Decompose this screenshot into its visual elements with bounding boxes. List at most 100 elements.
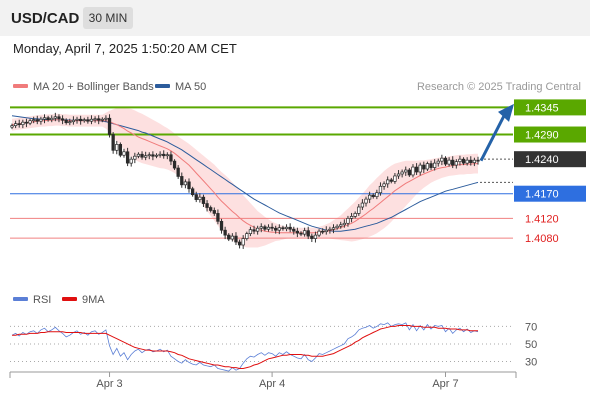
candle xyxy=(400,171,404,175)
rsi-ma-legend-label: 9MA xyxy=(82,294,105,306)
candle xyxy=(93,118,97,121)
candle xyxy=(266,226,271,230)
candle xyxy=(125,151,130,164)
ma50-legend-label: MA 50 xyxy=(175,81,206,93)
candle xyxy=(97,118,101,121)
candle xyxy=(216,213,220,222)
candle xyxy=(317,230,321,236)
candle xyxy=(234,235,238,243)
candle xyxy=(162,153,166,157)
candle xyxy=(147,154,151,157)
candle xyxy=(212,210,216,214)
candle xyxy=(465,159,469,164)
candle xyxy=(86,119,90,122)
resistance-level-label: 1.4290 xyxy=(525,130,559,142)
pivot-level-label: 1.4170 xyxy=(525,189,559,201)
candle xyxy=(433,162,437,168)
candle xyxy=(443,157,448,165)
candle xyxy=(241,238,245,246)
candle xyxy=(422,164,426,170)
candle xyxy=(447,159,451,165)
candle xyxy=(255,227,260,232)
candle xyxy=(364,198,368,204)
candle xyxy=(306,230,310,237)
candle xyxy=(248,229,253,234)
pivot-level-tag xyxy=(514,185,586,202)
ma20-legend-swatch xyxy=(13,84,28,88)
candle xyxy=(144,155,148,158)
candle xyxy=(60,118,65,121)
candle xyxy=(24,121,29,124)
candle xyxy=(230,235,235,240)
candle xyxy=(115,144,119,151)
candle xyxy=(375,192,379,198)
candle xyxy=(299,232,303,235)
candle xyxy=(42,117,47,120)
candle xyxy=(187,181,191,190)
candle xyxy=(277,227,281,231)
resistance-level-label: 1.4345 xyxy=(525,102,559,114)
candle xyxy=(53,116,57,119)
rsi-legend-label: RSI xyxy=(33,294,51,306)
candle xyxy=(158,153,162,156)
candle xyxy=(198,196,202,200)
candle xyxy=(454,161,458,166)
rsi-legend-swatch xyxy=(13,297,28,301)
candle xyxy=(129,158,133,164)
candle xyxy=(389,179,393,182)
candle xyxy=(50,117,54,121)
candle xyxy=(407,169,412,176)
candle xyxy=(310,235,314,239)
candle xyxy=(292,228,296,232)
candle xyxy=(154,154,159,157)
candle xyxy=(78,118,83,122)
candle xyxy=(367,194,372,200)
timeframe-button[interactable]: 30 MIN xyxy=(83,7,133,29)
candle xyxy=(223,229,227,236)
candle xyxy=(331,227,336,230)
candle xyxy=(68,121,72,124)
candle xyxy=(136,153,141,157)
chart-datetime: Monday, April 7, 2025 1:50:20 AM CET xyxy=(13,41,237,56)
candle xyxy=(451,159,455,166)
candle xyxy=(176,167,180,177)
candle xyxy=(360,202,365,208)
candle xyxy=(436,160,440,164)
rsi-tick-label: 70 xyxy=(525,321,537,333)
candle xyxy=(140,153,144,158)
candle xyxy=(321,230,325,233)
candle xyxy=(324,229,328,233)
candle xyxy=(205,203,209,208)
candle xyxy=(476,159,480,162)
candle xyxy=(425,163,430,170)
bollinger-band xyxy=(12,107,478,248)
candle xyxy=(469,159,473,163)
candle xyxy=(461,158,466,164)
price-panel: 1.4345 1.4290 1.4240 1.4170 1.4120 1.4080 xyxy=(10,99,586,249)
candle xyxy=(133,155,137,160)
candle xyxy=(328,228,332,231)
ma50-legend-swatch xyxy=(155,84,170,88)
projection-arrow-shaft xyxy=(479,115,506,162)
rsi-legend: RSI 9MA xyxy=(13,294,105,306)
candle xyxy=(346,218,350,224)
candle xyxy=(382,183,386,187)
candle xyxy=(46,117,50,121)
rsi-ma-line xyxy=(12,325,478,369)
candle xyxy=(371,194,375,198)
candle xyxy=(378,185,383,194)
rsi-panel: 70 50 30 xyxy=(10,321,537,372)
projection-arrow-head xyxy=(498,103,514,122)
candle xyxy=(71,119,76,123)
candle xyxy=(245,233,249,239)
current-level-tag xyxy=(514,151,586,168)
candle xyxy=(201,196,206,204)
candle xyxy=(28,120,32,124)
candle xyxy=(151,154,155,157)
candle xyxy=(386,179,390,185)
candle xyxy=(21,121,25,126)
candle xyxy=(270,226,274,229)
candle xyxy=(393,175,397,182)
candle xyxy=(17,123,21,126)
